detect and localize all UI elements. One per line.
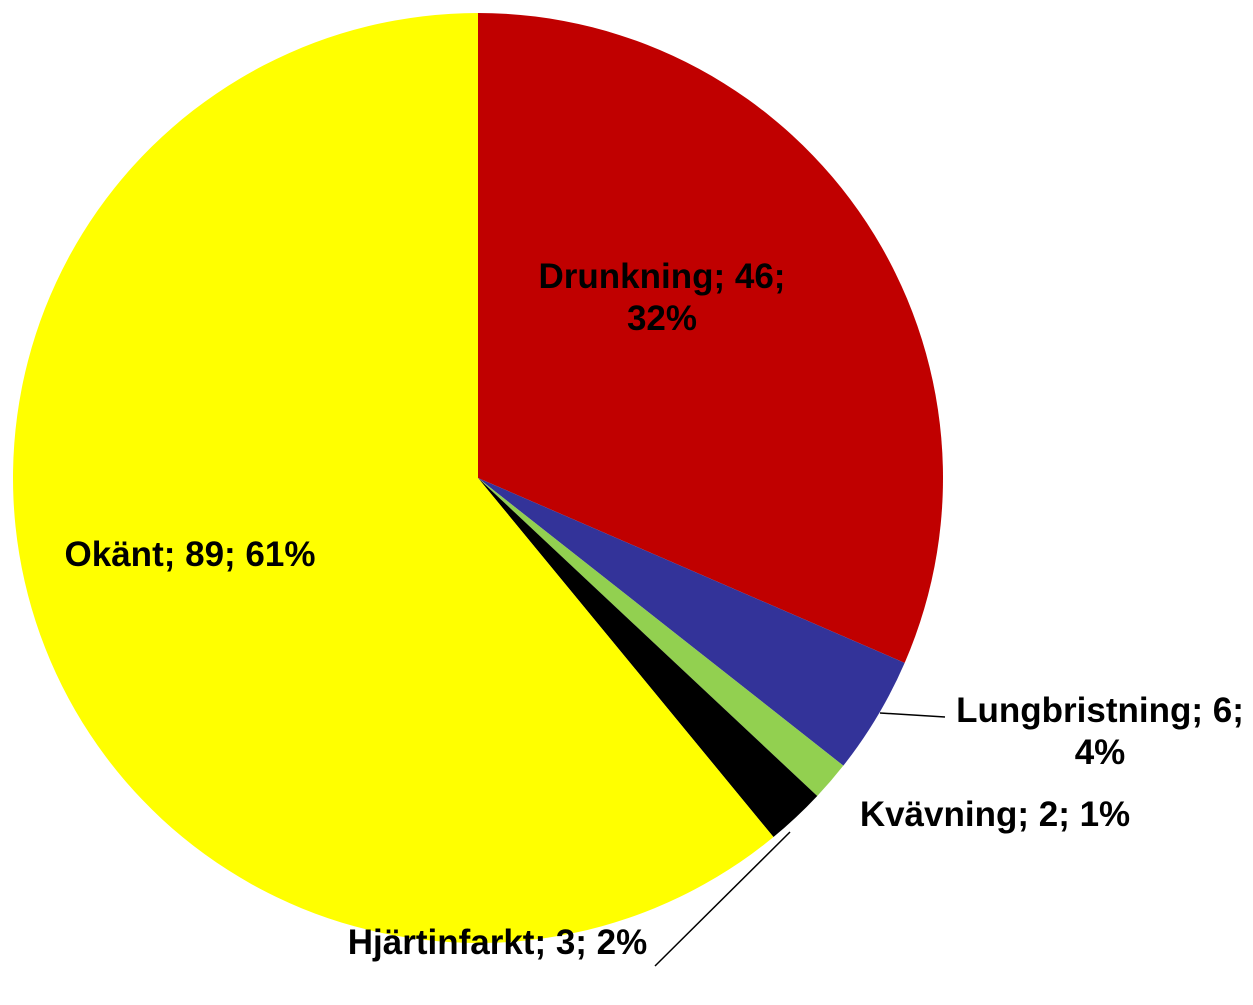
pie-slice [478, 478, 818, 838]
pie-slice [478, 478, 844, 797]
leader-line [654, 831, 791, 967]
pie-slice [13, 13, 774, 943]
data-label: Lungbristning; 6; 4% [956, 691, 1244, 772]
pie-slice [478, 13, 944, 663]
data-label: Drunkning; 46; 32% [538, 257, 786, 338]
leader-line [879, 712, 946, 718]
data-label: Kvävning; 2; 1% [859, 795, 1131, 834]
data-label: Hjärtinfarkt; 3; 2% [347, 923, 648, 962]
data-label: Okänt; 89; 61% [64, 535, 316, 574]
pie-slice [478, 478, 905, 766]
